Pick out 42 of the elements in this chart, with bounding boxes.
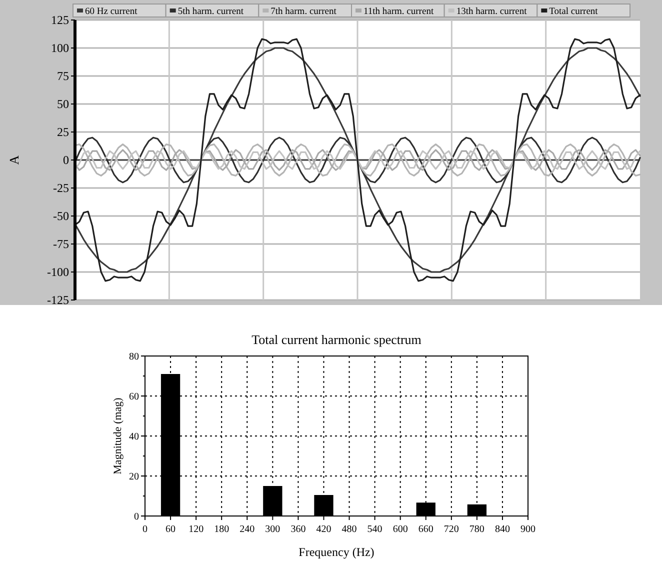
x-tick-label: 660 (418, 524, 434, 535)
y-tick-label: -100 (47, 265, 69, 280)
x-tick-label: 420 (316, 524, 332, 535)
x-tick-label: 720 (444, 524, 459, 535)
y-axis-title: A (6, 154, 22, 165)
y-tick-label: 100 (51, 41, 69, 56)
x-axis-title: Frequency (Hz) (298, 545, 374, 559)
legend-label: 5th harm. current (178, 6, 244, 17)
y-tick-label: 80 (129, 352, 139, 362)
y-tick-label: -75 (53, 237, 69, 252)
legend-label: 7th harm. current (270, 6, 337, 17)
legend-label: 13th harm. current (456, 6, 528, 17)
legend-label: Total current (549, 6, 598, 17)
y-tick-label: 125 (51, 13, 69, 28)
x-tick-label: 840 (494, 524, 510, 535)
x-tick-label: 240 (240, 524, 255, 535)
legend-label: 11th harm. current (364, 6, 434, 17)
y-tick-label: 0 (63, 153, 69, 168)
y-axis-title: Magnitude (mag) (112, 397, 124, 474)
legend-label: 60 Hz current (85, 6, 138, 17)
y-tick-label: 75 (57, 69, 69, 84)
y-tick-label: 40 (129, 432, 139, 442)
y-tick-label: 50 (57, 97, 69, 112)
y-tick-label: -25 (53, 181, 69, 196)
y-tick-label: 25 (57, 125, 69, 140)
y-tick-label: -125 (47, 293, 69, 308)
x-tick-label: 120 (188, 524, 204, 535)
x-tick-label: 360 (290, 524, 306, 535)
x-tick-label: 540 (367, 524, 382, 535)
x-tick-label: 480 (342, 524, 357, 535)
y-tick-label: 0 (134, 512, 139, 522)
x-tick-label: 600 (392, 524, 408, 535)
y-tick-label: 20 (129, 472, 139, 482)
x-tick-label: 60 (166, 524, 176, 535)
y-tick-label: -50 (53, 209, 69, 224)
x-tick-label: 900 (520, 524, 536, 535)
x-tick-label: 780 (469, 524, 484, 535)
x-tick-label: 180 (214, 524, 230, 535)
x-tick-label: 0 (142, 524, 148, 535)
chart-title: Total current harmonic spectrum (252, 332, 422, 347)
x-tick-label: 300 (265, 524, 280, 535)
y-tick-label: 60 (129, 392, 139, 402)
